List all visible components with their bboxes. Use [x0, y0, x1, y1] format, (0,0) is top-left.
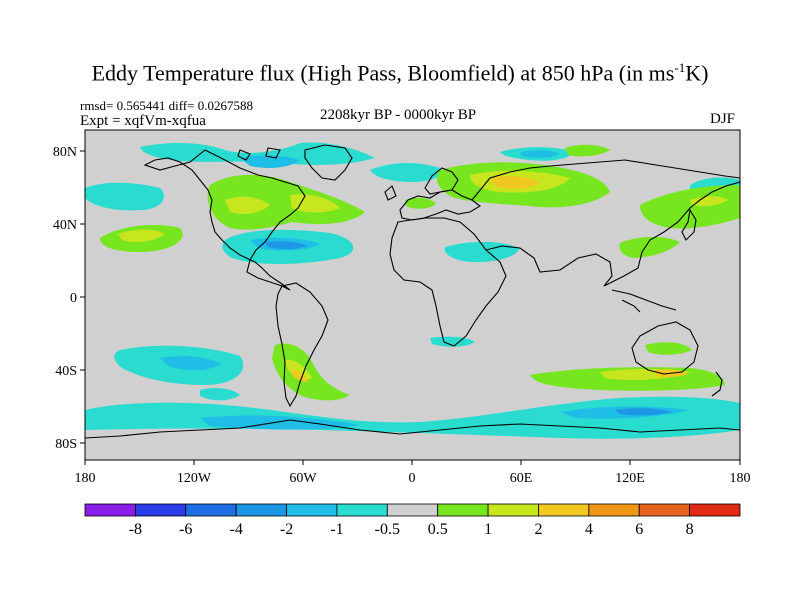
experiment-label: Expt = xqfVm-xqfua	[80, 113, 206, 129]
colorbar-label: -8	[129, 521, 142, 538]
colorbar: -8 -6 -4 -2 -1 -0.5 0.5 1 2 4 6 8	[84, 503, 741, 538]
lon-label-120e: 120E	[615, 471, 645, 486]
anomaly-fields	[85, 142, 740, 439]
colorbar-label: 1	[484, 521, 492, 538]
colorbar-swatch	[336, 503, 388, 517]
lon-label-60e: 60E	[510, 471, 533, 486]
colorbar-label: 4	[585, 521, 593, 538]
lon-label-60w: 60W	[289, 471, 317, 486]
colorbar-label: -1	[330, 521, 343, 538]
colorbar-swatch	[134, 503, 187, 517]
colorbar-swatch	[588, 503, 640, 517]
colorbar-swatch	[437, 503, 489, 517]
colorbar-label: 2	[534, 521, 542, 538]
lon-label-120w: 120W	[177, 471, 212, 486]
colorbar-swatch	[185, 503, 237, 517]
lat-label-40s: 40S	[55, 364, 77, 379]
colorbar-label: 6	[635, 521, 643, 538]
colorbar-label: 8	[686, 521, 694, 538]
lat-label-80s: 80S	[55, 437, 77, 452]
lat-label-80n: 80N	[53, 145, 77, 160]
colorbar-label: -2	[280, 521, 293, 538]
longitude-axis: 180 120W 60W 0 60E 120E 180	[75, 460, 751, 486]
lat-label-40n: 40N	[53, 218, 77, 233]
colorbar-label: -6	[179, 521, 192, 538]
colorbar-label: -4	[229, 521, 242, 538]
lon-label-180w: 180	[75, 471, 96, 486]
colorbar-swatch	[538, 503, 590, 517]
lat-label-0: 0	[70, 291, 77, 306]
lon-label-180e: 180	[730, 471, 751, 486]
colorbar-swatch	[286, 503, 338, 517]
colorbar-label: 0.5	[428, 521, 448, 538]
lon-label-0: 0	[409, 471, 416, 486]
season-label: DJF	[710, 111, 736, 127]
period-label: 2208kyr BP - 0000kyr BP	[320, 107, 477, 123]
colorbar-swatch	[386, 503, 439, 517]
coastlines	[85, 144, 740, 439]
rmsd-diff-text: rmsd= 0.565441 diff= 0.0267588	[80, 98, 253, 113]
map-title: Eddy Temperature flux (High Pass, Bloomf…	[91, 60, 709, 86]
colorbar-label: -0.5	[375, 521, 400, 538]
colorbar-swatch	[689, 503, 741, 517]
colorbar-swatch	[487, 503, 539, 517]
colorbar-swatch	[84, 503, 136, 517]
colorbar-swatch	[235, 503, 287, 517]
colorbar-swatch	[638, 503, 691, 517]
latitude-axis: 80N 40N 0 40S 80S	[53, 145, 85, 452]
